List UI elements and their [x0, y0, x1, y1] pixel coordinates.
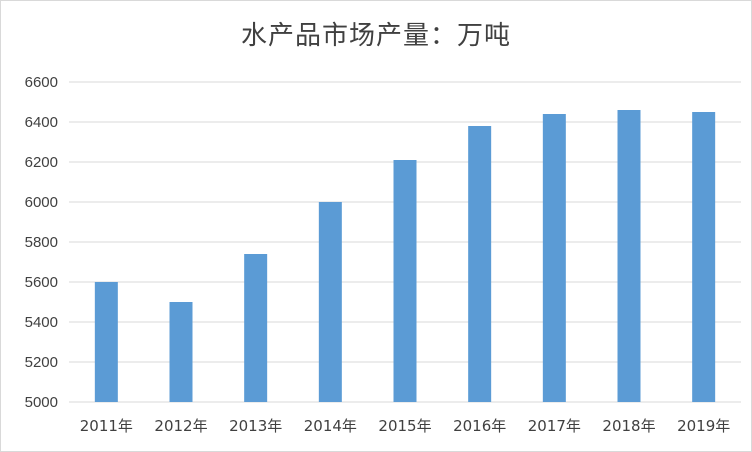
bar	[468, 126, 492, 402]
bar	[692, 112, 716, 402]
x-tick-label: 2013年	[229, 417, 282, 435]
bar	[617, 110, 641, 402]
x-tick-label: 2016年	[453, 417, 506, 435]
bar	[169, 302, 193, 402]
x-tick-label: 2015年	[378, 417, 431, 435]
chart-title: 水产品市场产量：万吨	[240, 21, 511, 51]
y-tick-label: 5200	[25, 354, 58, 371]
bar	[542, 114, 566, 402]
y-tick-label: 5800	[25, 234, 58, 251]
bar	[94, 282, 118, 402]
bar	[318, 202, 342, 402]
y-tick-label: 5000	[25, 394, 58, 411]
y-tick-label: 5600	[25, 274, 58, 291]
x-tick-label: 2011年	[80, 417, 133, 435]
x-tick-label: 2012年	[154, 417, 207, 435]
x-tick-label: 2019年	[677, 417, 730, 435]
x-tick-label: 2018年	[602, 417, 655, 435]
bar	[393, 160, 417, 402]
y-tick-label: 5400	[25, 314, 58, 331]
bar	[244, 254, 268, 402]
y-tick-label: 6600	[25, 74, 58, 91]
y-tick-label: 6200	[25, 154, 58, 171]
x-tick-label: 2017年	[528, 417, 581, 435]
x-tick-label: 2014年	[304, 417, 357, 435]
y-tick-label: 6000	[25, 194, 58, 211]
y-tick-label: 6400	[25, 114, 58, 131]
